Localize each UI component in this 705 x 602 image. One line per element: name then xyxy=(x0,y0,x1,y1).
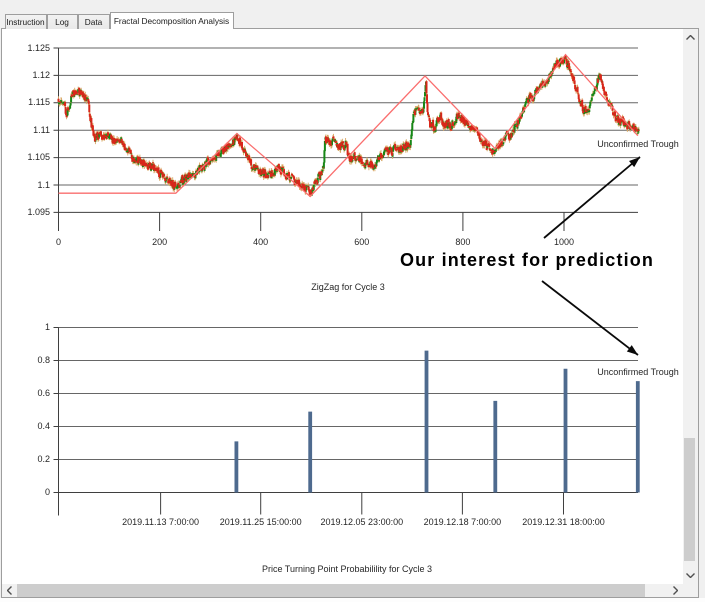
chevron-up-shape xyxy=(685,35,695,40)
tab-log[interactable]: Log xyxy=(46,14,78,29)
bottom-chart-xtick-label: 2019.12.18 7:00:00 xyxy=(423,517,502,527)
top-chart-ytick-label: 1.095 xyxy=(27,206,50,217)
top-chart-ytick-label: 1.11 xyxy=(33,124,50,135)
top-chart-annotation: Unconfirmed Trough xyxy=(597,138,679,149)
bottom-chart-xtick-label: 2019.12.31 18:00:00 xyxy=(522,517,605,527)
bottom-chart-ytick-label: 0.6 xyxy=(37,388,50,398)
annotation-headline: Our interest for prediction xyxy=(399,250,655,270)
bottom-chart-xtick-label: 2019.12.05 23:00:00 xyxy=(320,517,404,527)
bottom-chart-ytick-label: 0.4 xyxy=(37,421,50,431)
vertical-scrollbar-thumb[interactable] xyxy=(683,438,695,561)
scroll-right-button[interactable] xyxy=(668,584,683,597)
bottom-chart-ytick-label: 0 xyxy=(44,487,50,497)
top-chart-axes xyxy=(53,47,638,231)
bottom-chart-ytick-label: 1 xyxy=(44,322,50,332)
top-chart-xtick-label: 800 xyxy=(455,236,471,247)
window-bottom-strip xyxy=(0,597,705,602)
tab-instruction[interactable]: Instruction xyxy=(4,14,47,29)
tab-data[interactable]: Data xyxy=(77,14,110,29)
candles-up xyxy=(58,55,640,196)
top-chart-title: ZigZag for Cycle 3 xyxy=(311,282,385,292)
scroll-down-button[interactable] xyxy=(683,567,698,584)
annotation-arrow-head xyxy=(629,157,640,168)
tab-fractal-label: Fractal Decomposition Analysis xyxy=(113,15,230,26)
top-chart-ytick-label: 1.105 xyxy=(27,152,50,163)
top-chart-xtick-label: 0 xyxy=(55,236,62,247)
chevron-down-icon xyxy=(685,572,695,578)
annotation-arrow-head xyxy=(626,345,638,355)
chevron-right-icon xyxy=(673,585,678,595)
tab-fractal-decomposition-analysis[interactable]: Fractal Decomposition Analysis xyxy=(109,11,234,29)
top-chart-ytick-label: 1.1 xyxy=(37,179,50,190)
top-chart-ytick-label: 1.125 xyxy=(27,42,50,53)
top-chart-xtick-label: 400 xyxy=(253,236,269,247)
bottom-chart-title: Price Turning Point Probabilility for Cy… xyxy=(261,563,433,574)
chevron-down-shape xyxy=(685,572,695,578)
annotation-arrow-line xyxy=(543,156,641,239)
bottom-chart-axes xyxy=(53,327,638,516)
chevron-left-shape xyxy=(7,585,12,595)
bottom-chart-gridlines xyxy=(58,327,638,460)
top-chart-ytick-label: 1.12 xyxy=(32,69,50,80)
chevron-right-shape xyxy=(673,585,678,595)
tab-data-label: Data xyxy=(84,17,103,27)
bottom-chart-annotation: Unconfirmed Trough xyxy=(597,367,679,377)
annotation-arrow-line xyxy=(541,280,639,356)
top-chart-xtick-label: 600 xyxy=(354,236,370,247)
horizontal-scrollbar-thumb[interactable] xyxy=(17,584,645,597)
probability-bars xyxy=(234,350,640,493)
bottom-chart-ytick-label: 0.8 xyxy=(37,355,50,365)
top-chart-xtick-label: 200 xyxy=(152,236,168,247)
tab-log-label: Log xyxy=(55,17,69,27)
bottom-chart-xtick-label: 2019.11.13 7:00:00 xyxy=(122,517,200,527)
tab-instruction-label: Instruction xyxy=(6,17,45,27)
top-chart-xtick-label: 1000 xyxy=(553,236,575,247)
bottom-chart-ytick-label: 0.2 xyxy=(37,454,50,464)
scroll-up-button[interactable] xyxy=(683,29,698,46)
chevron-up-icon xyxy=(685,35,695,40)
top-chart-ytick-label: 1.115 xyxy=(28,97,50,108)
scroll-left-button[interactable] xyxy=(2,584,17,597)
zigzag-line xyxy=(58,53,639,198)
bottom-chart-xtick-label: 2019.11.25 15:00:00 xyxy=(219,517,302,527)
top-chart-gridlines xyxy=(58,47,638,186)
candles-down xyxy=(57,55,640,195)
chevron-left-icon xyxy=(7,585,12,595)
